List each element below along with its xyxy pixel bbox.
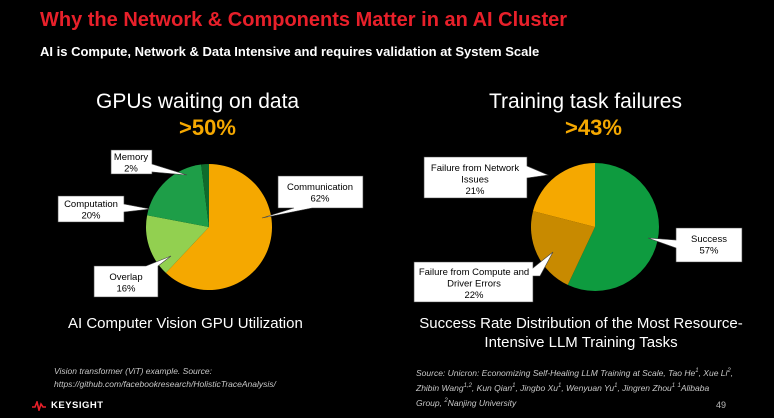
callout-label: Failure from Compute and — [419, 267, 529, 278]
callout-label: Communication — [287, 182, 353, 193]
callout-label: Issues — [461, 175, 489, 186]
keysight-logo: KEYSIGHT — [32, 400, 104, 411]
source-text: Nanjing University — [447, 397, 517, 408]
callout-label: Driver Errors — [447, 279, 501, 290]
pie-slice-memory — [201, 164, 209, 227]
source-text: , Kun Qian — [471, 382, 513, 393]
right-chart-heading: Training task failures — [489, 90, 682, 113]
pie-slice-failure-from-compute-and-driver-errors — [531, 211, 595, 285]
pie-slice-communication — [165, 164, 273, 290]
page-number: 49 — [716, 400, 727, 410]
right-chart-caption: Success Rate Distribution of the Most Re… — [408, 314, 754, 352]
callout-label: 22% — [464, 290, 484, 301]
callout-label: Failure from Network — [431, 163, 519, 174]
left-source-link: https://github.com/facebookresearch/Holi… — [54, 379, 276, 389]
left-chart-caption: AI Computer Vision GPU Utilization — [68, 315, 303, 332]
sup: 1,2 — [463, 382, 472, 389]
callout-label: 20% — [81, 211, 101, 222]
callout-label: 16% — [116, 284, 136, 295]
sup: 1 — [695, 368, 699, 374]
right-chart-highlight: >43% — [565, 115, 622, 140]
sup: 2 — [727, 368, 731, 374]
logo-text: KEYSIGHT — [51, 400, 104, 411]
source-text: Group, — [416, 397, 445, 408]
pie-slice-success — [567, 163, 660, 291]
sup: 1 — [512, 382, 516, 389]
source-text: Alibaba — [680, 382, 710, 393]
sup: 1 — [614, 382, 618, 389]
source-text: , Jingren Zhou — [617, 382, 672, 393]
callout-label: 21% — [465, 186, 485, 197]
source-text: , Jingbo Xu — [515, 382, 558, 393]
callout-label: 62% — [310, 194, 330, 205]
callout-label: Overlap — [109, 272, 142, 283]
pie-slice-failure-from-network-issues — [533, 163, 595, 227]
sup: 2 — [444, 397, 448, 404]
right-caption-line-1: Success Rate Distribution of the Most Re… — [419, 315, 743, 332]
right-caption-line-2: Intensive LLM Training Tasks — [484, 334, 678, 351]
page-subtitle: AI is Compute, Network & Data Intensive … — [40, 44, 540, 59]
callout-label: Success — [691, 234, 727, 245]
sup: 1 — [671, 382, 676, 389]
left-chart-heading: GPUs waiting on data — [96, 90, 300, 113]
source-text: Zhibin Wang — [416, 382, 464, 393]
source-text: , Xue Li — [698, 367, 728, 378]
source-text: , Wenyuan Yu — [561, 382, 615, 393]
callout-label: 2% — [124, 164, 138, 175]
left-chart-highlight: >50% — [179, 115, 236, 140]
callout-label: 57% — [699, 246, 719, 257]
callout-label: Memory — [114, 152, 149, 163]
pie-slice-overlap — [146, 215, 209, 273]
page-title: Why the Network & Components Matter in a… — [40, 9, 568, 31]
left-source-note: Vision transformer (ViT) example. Source… — [54, 365, 276, 391]
sup: 1 — [677, 382, 681, 389]
callout-label: Computation — [64, 199, 118, 210]
left-source-line: Vision transformer (ViT) example. Source… — [54, 366, 212, 376]
pie-slice-computation — [147, 164, 209, 227]
right-source-note: Source: Unicron: Economizing Self-Healin… — [416, 367, 734, 408]
sup: 1 — [557, 382, 562, 389]
source-text: Source: Unicron: Economizing Self-Healin… — [416, 367, 696, 378]
keysight-wave-icon — [32, 400, 46, 411]
